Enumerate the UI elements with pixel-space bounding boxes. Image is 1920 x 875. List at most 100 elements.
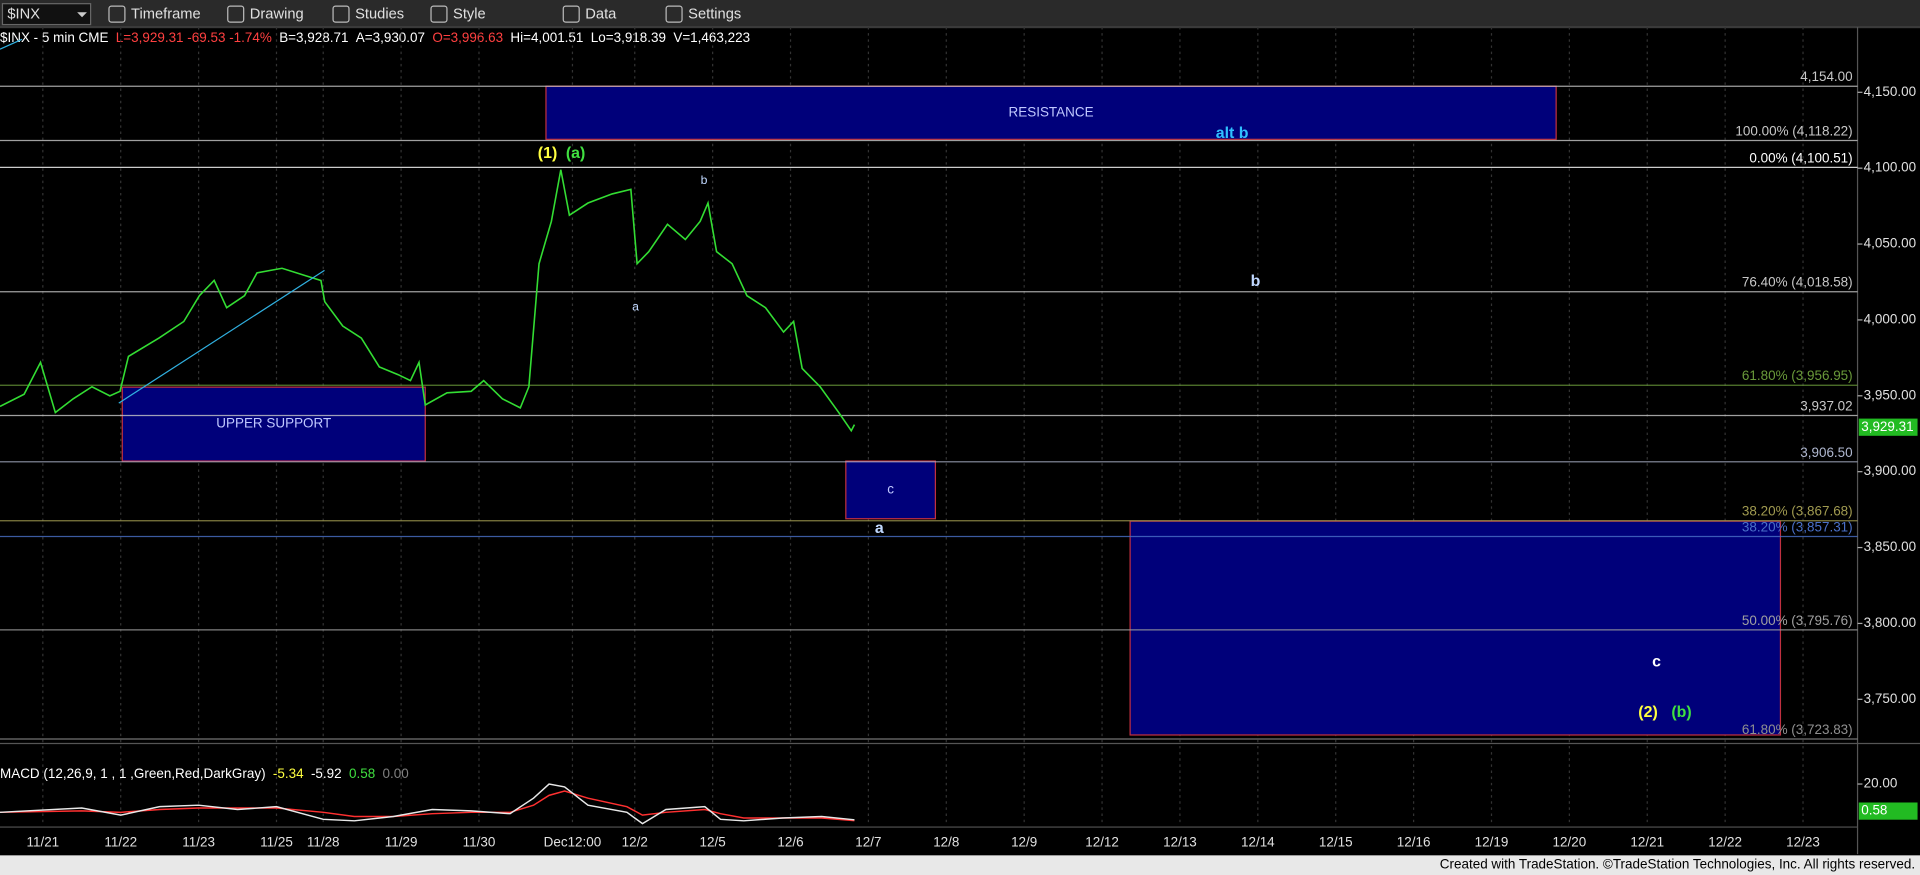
x-tick-label: 12/23 — [1786, 835, 1820, 850]
zone-box — [545, 85, 1557, 140]
x-tick-label: 12/5 — [700, 835, 726, 850]
last-price-tag — [1858, 418, 1918, 436]
wave-label: (b) — [1671, 704, 1691, 721]
macd-legend-item: MACD (12,26,9, 1 , 1 ,Green,Red,DarkGray… — [0, 766, 266, 781]
wave-label: b — [701, 173, 708, 187]
x-tick-label: 11/30 — [463, 835, 496, 850]
y-tick-label: 3,750.00 — [1864, 691, 1916, 706]
zone-box — [845, 460, 937, 520]
level-label: 100.00% (4,118.22) — [1735, 123, 1852, 138]
level-label: 76.40% (4,018.58) — [1742, 275, 1853, 290]
toolbar-icon — [430, 5, 448, 23]
zone-box — [121, 386, 426, 462]
x-tick-label: 12/8 — [933, 835, 959, 850]
wave-label: (a) — [566, 145, 585, 162]
toolbar-icon — [665, 5, 683, 23]
wave-label: (1) — [538, 145, 557, 162]
macd-legend: MACD (12,26,9, 1 , 1 ,Green,Red,DarkGray… — [0, 766, 409, 781]
toolbar-button[interactable]: Studies — [355, 7, 404, 23]
macd-last-label: 0.58 — [1861, 803, 1887, 818]
wave-label: c — [1652, 654, 1661, 671]
wave-label: alt b — [1216, 125, 1249, 142]
y-tick-label: 3,800.00 — [1864, 615, 1916, 630]
x-tick-label: 12/12 — [1085, 835, 1119, 850]
toolbar-icon — [108, 5, 126, 23]
x-tick-label: Dec12:00 — [544, 835, 602, 850]
macd-legend-item: -5.34 — [273, 766, 304, 781]
header-item: L=3,929.31 -69.53 -1.74% — [116, 30, 272, 45]
wave-label: a — [875, 520, 884, 537]
header-item: Hi=4,001.51 — [510, 30, 583, 45]
level-label: 3,937.02 — [1800, 398, 1852, 413]
x-tick-label: 12/16 — [1397, 835, 1431, 850]
header-item: Lo=3,918.39 — [591, 30, 666, 45]
level-label: 4,154.00 — [1800, 69, 1852, 84]
toolbar-button[interactable]: Settings — [688, 7, 741, 23]
wave-label: b — [1251, 273, 1261, 290]
x-tick-label: 11/28 — [307, 835, 340, 850]
x-tick-label: 12/20 — [1553, 835, 1587, 850]
x-tick-label: 11/25 — [260, 835, 293, 850]
dropdown-arrow — [77, 12, 87, 18]
toolbar-button[interactable]: Style — [453, 7, 486, 23]
toolbar-icon — [227, 5, 245, 23]
zone-label: RESISTANCE — [1009, 104, 1094, 119]
x-tick-label: 11/21 — [26, 835, 59, 850]
symbol-input[interactable]: $INX — [7, 7, 40, 23]
level-label: 3,906.50 — [1800, 445, 1852, 460]
footer-text: Created with TradeStation. ©TradeStation… — [1440, 857, 1915, 872]
y-tick-label: 3,900.00 — [1864, 463, 1916, 478]
x-tick-label: 11/22 — [104, 835, 137, 850]
level-label: 38.20% (3,867.68) — [1742, 504, 1853, 519]
y-tick-label: 4,150.00 — [1864, 84, 1916, 99]
macd-legend-item: 0.00 — [383, 766, 409, 781]
level-label: 61.80% (3,723.83) — [1742, 722, 1853, 737]
wave-label: a — [632, 300, 639, 314]
y-tick-label: 4,000.00 — [1864, 311, 1916, 326]
x-tick-label: 12/2 — [622, 835, 648, 850]
x-tick-label: 12/21 — [1630, 835, 1664, 850]
level-label: 61.80% (3,956.95) — [1742, 368, 1853, 383]
x-tick-label: 12/22 — [1708, 835, 1742, 850]
trend-line — [118, 269, 325, 404]
level-label: 0.00% (4,100.51) — [1749, 150, 1852, 165]
zone-box — [1129, 520, 1782, 736]
toolbar-button[interactable]: Timeframe — [131, 7, 201, 23]
macd-legend-item: 0.58 — [349, 766, 375, 781]
x-tick-label: 12/19 — [1475, 835, 1509, 850]
price-line — [0, 169, 856, 433]
x-tick-label: 11/29 — [385, 835, 418, 850]
toolbar — [0, 0, 1920, 29]
y-tick-label: 20.00 — [1864, 776, 1898, 791]
chart: $INX - 5 min CME L=3,929.31 -69.53 -1.74%… — [0, 27, 1918, 850]
header-item: $INX - 5 min CME — [0, 30, 108, 45]
x-tick-label: 12/7 — [855, 835, 881, 850]
header-item: B=3,928.71 — [279, 30, 348, 45]
last-price-label: 3,929.31 — [1861, 419, 1913, 434]
header-item: O=3,996.63 — [432, 30, 503, 45]
toolbar-button[interactable]: Drawing — [250, 7, 304, 23]
toolbar-button[interactable]: Data — [585, 7, 617, 23]
x-tick-label: 12/15 — [1319, 835, 1353, 850]
wave-label: (2) — [1638, 704, 1657, 721]
x-tick-label: 12/14 — [1241, 835, 1275, 850]
level-label: 50.00% (3,795.76) — [1742, 613, 1853, 628]
level-label: 38.20% (3,857.31) — [1742, 519, 1853, 534]
zone-label: UPPER SUPPORT — [216, 416, 331, 431]
y-tick-label: 3,850.00 — [1864, 539, 1916, 554]
symbol-header: $INX - 5 min CME L=3,929.31 -69.53 -1.74%… — [0, 30, 750, 45]
footer-bar — [0, 855, 1920, 875]
zone-label: c — [887, 481, 894, 496]
x-tick-label: 12/6 — [777, 835, 803, 850]
macd-signal-line — [0, 790, 855, 822]
toolbar-icon — [332, 5, 350, 23]
trend-line — [0, 38, 23, 50]
y-tick-label: 4,100.00 — [1864, 160, 1916, 175]
symbol-box[interactable] — [1, 3, 92, 26]
macd-line — [0, 783, 855, 825]
y-tick-label: 4,050.00 — [1864, 236, 1916, 251]
x-tick-label: 11/23 — [182, 835, 215, 850]
macd-legend-item: -5.92 — [311, 766, 342, 781]
header-item: V=1,463,223 — [673, 30, 750, 45]
